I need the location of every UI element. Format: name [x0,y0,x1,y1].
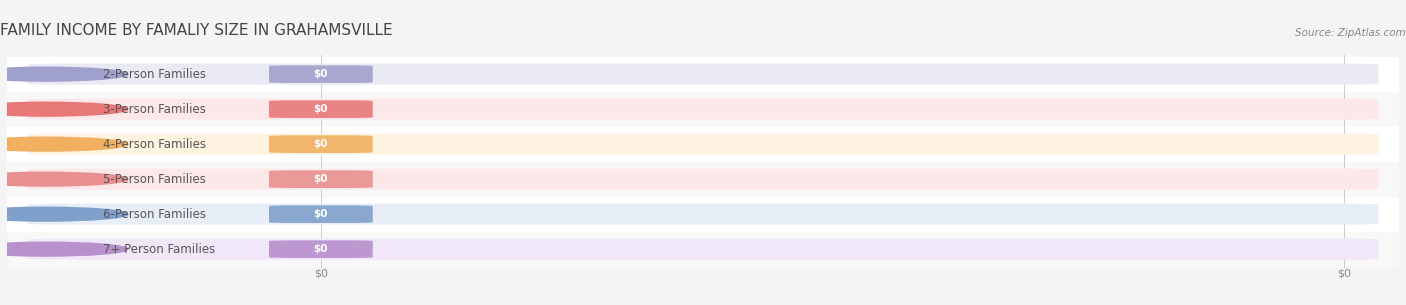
Text: 2-Person Families: 2-Person Families [103,68,205,81]
Text: Source: ZipAtlas.com: Source: ZipAtlas.com [1295,28,1406,38]
Text: $0: $0 [314,104,328,114]
Bar [7,127,1399,162]
FancyBboxPatch shape [269,65,373,83]
FancyBboxPatch shape [28,169,1378,190]
FancyBboxPatch shape [269,170,373,188]
Text: $0: $0 [314,244,328,254]
FancyBboxPatch shape [269,240,373,258]
Text: FAMILY INCOME BY FAMALIY SIZE IN GRAHAMSVILLE: FAMILY INCOME BY FAMALIY SIZE IN GRAHAMS… [0,23,392,38]
FancyBboxPatch shape [28,134,1378,155]
Text: 3-Person Families: 3-Person Families [103,103,205,116]
Text: 5-Person Families: 5-Person Families [103,173,205,186]
FancyBboxPatch shape [28,239,1378,260]
Ellipse shape [0,242,128,256]
Text: $0: $0 [314,174,328,184]
Text: 4-Person Families: 4-Person Families [103,138,205,151]
FancyBboxPatch shape [269,135,373,153]
FancyBboxPatch shape [28,99,1378,120]
Bar [7,162,1399,197]
FancyBboxPatch shape [28,64,1378,85]
Bar [7,92,1399,127]
Ellipse shape [0,207,128,221]
FancyBboxPatch shape [269,205,373,223]
Text: $0: $0 [314,209,328,219]
Bar [7,197,1399,232]
Text: $0: $0 [314,139,328,149]
Bar [7,232,1399,267]
Ellipse shape [0,102,128,116]
FancyBboxPatch shape [28,204,1378,225]
Text: 6-Person Families: 6-Person Families [103,208,205,221]
Bar [7,57,1399,92]
Text: $0: $0 [314,69,328,79]
Ellipse shape [0,172,128,186]
Ellipse shape [0,137,128,151]
Text: $0: $0 [1337,268,1351,278]
Text: 7+ Person Families: 7+ Person Families [103,243,215,256]
FancyBboxPatch shape [269,100,373,118]
Ellipse shape [0,67,128,81]
Text: $0: $0 [314,268,328,278]
